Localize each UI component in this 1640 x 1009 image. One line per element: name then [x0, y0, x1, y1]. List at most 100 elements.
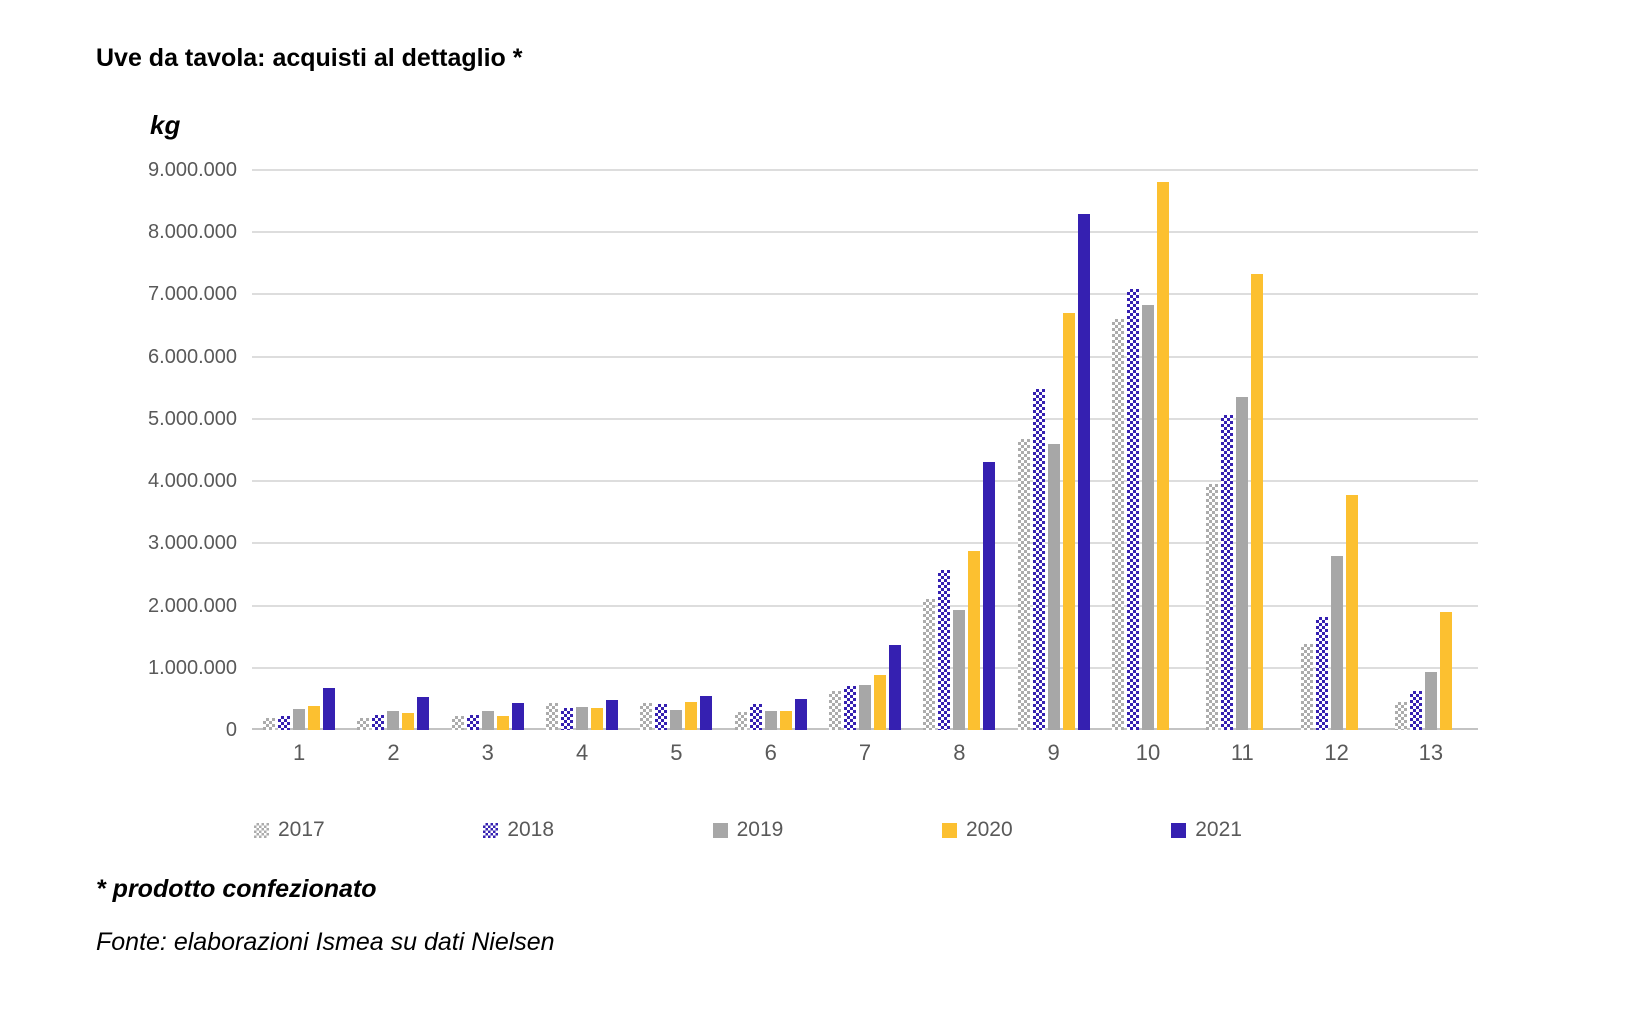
footnote-packaged-product: * prodotto confezionato: [96, 875, 377, 903]
bar-2020-period-4: [591, 708, 604, 730]
x-axis-label-3: 3: [481, 740, 494, 765]
bar-2018-period-4: [561, 708, 574, 730]
gridline: [252, 542, 1478, 544]
bar-2018-period-7: [844, 686, 857, 730]
bar-2017-period-2: [357, 718, 370, 730]
bar-2019-period-3: [481, 711, 494, 730]
bar-2017-period-3: [451, 716, 464, 730]
legend-item-2021: 2021: [1171, 818, 1242, 842]
bar-2017-period-6: [734, 712, 747, 730]
bar-2018-period-11: [1221, 415, 1234, 730]
bar-2018-period-5: [655, 704, 668, 730]
bar-2020-period-5: [685, 702, 698, 730]
y-axis: 0 1.000.000 2.000.000 3.000.000 4.000.000 5.0…: [0, 159, 237, 741]
bar-2020-period-3: [496, 716, 509, 730]
bar-2019-period-13: [1424, 672, 1437, 730]
legend-swatch-2018: [483, 822, 499, 838]
bar-group-9: [1007, 170, 1101, 730]
y-axis-tick-label: 4.000.000: [148, 470, 237, 492]
bar-2021-period-9: [1077, 214, 1090, 730]
bar-2018-period-12: [1315, 617, 1328, 730]
bar-2017-period-5: [640, 703, 653, 730]
legend-swatch-2020: [941, 822, 957, 838]
gridline: [252, 231, 1478, 233]
bar-2020-period-11: [1251, 274, 1264, 730]
x-axis-label-6: 6: [764, 740, 777, 765]
y-axis-tick-label: 2.000.000: [148, 595, 237, 617]
bar-2021-period-3: [511, 703, 524, 730]
bar-group-7: [818, 170, 912, 730]
bar-2020-period-8: [968, 551, 981, 730]
bar-2018-period-13: [1409, 691, 1422, 730]
bar-2020-period-13: [1439, 612, 1452, 730]
y-axis-tick-label: 5.000.000: [148, 408, 237, 430]
bar-2017-period-4: [546, 703, 559, 730]
bar-group-6: [724, 170, 818, 730]
bar-2020-period-7: [874, 675, 887, 730]
legend-item-2020: 2020: [941, 818, 1013, 842]
bar-2017-period-10: [1111, 319, 1124, 730]
bar-2017-period-9: [1017, 439, 1030, 730]
bar-2019-period-10: [1141, 305, 1154, 730]
y-axis-tick-label: 3.000.000: [148, 532, 237, 554]
legend-swatch-2017: [254, 822, 269, 838]
bar-2020-period-10: [1156, 182, 1169, 730]
legend-label-2018: 2018: [507, 818, 555, 841]
bar-group-8: [912, 170, 1006, 730]
bar-2019-period-5: [670, 710, 683, 730]
bar-2019-period-4: [576, 707, 589, 730]
gridline: [252, 667, 1478, 669]
x-axis-label-9: 9: [1047, 740, 1060, 765]
legend: 2017 2018 2019 2020 2021: [254, 818, 1242, 842]
bar-group-4: [535, 170, 629, 730]
bar-2021-period-6: [794, 699, 807, 730]
x-axis-label-2: 2: [387, 740, 400, 765]
bar-group-13: [1384, 170, 1478, 730]
bar-2019-period-11: [1236, 397, 1249, 730]
bar-group-11: [1195, 170, 1289, 730]
legend-label-2019: 2019: [736, 818, 784, 841]
y-axis-tick-label: 9.000.000: [148, 159, 237, 181]
bar-group-10: [1101, 170, 1195, 730]
x-axis-label-13: 13: [1418, 740, 1444, 765]
bar-2020-period-9: [1062, 313, 1075, 730]
x-axis-label-11: 11: [1230, 740, 1254, 765]
gridline: [252, 293, 1478, 295]
bar-2021-period-5: [700, 696, 713, 730]
legend-swatch-2021: [1171, 822, 1187, 838]
x-axis-label-1: 1: [293, 740, 306, 765]
y-axis-tick-label: 1.000.000: [148, 657, 237, 679]
bar-2019-period-7: [859, 685, 872, 730]
x-axis-label-7: 7: [858, 740, 872, 765]
legend-swatch-2019: [712, 822, 728, 838]
page-title: Uve da tavola: acquisti al dettaglio *: [96, 44, 523, 72]
bar-2020-period-1: [308, 706, 321, 730]
bar-2018-period-10: [1126, 289, 1139, 730]
x-axis-label-4: 4: [575, 740, 589, 765]
bar-2019-period-2: [387, 711, 400, 730]
bar-2019-period-6: [764, 711, 777, 730]
x-axis-label-10: 10: [1135, 740, 1161, 765]
bar-2017-period-8: [923, 599, 936, 730]
bar-2017-period-12: [1300, 644, 1313, 730]
bar-2021-period-7: [889, 645, 902, 730]
bar-2019-period-9: [1047, 444, 1060, 730]
y-axis-tick-label: 6.000.000: [148, 346, 237, 368]
gridline: [252, 480, 1478, 482]
x-axis-label-8: 8: [953, 740, 966, 765]
bar-2021-period-1: [323, 688, 336, 730]
bar-2018-period-6: [749, 704, 762, 730]
y-axis-unit-label: kg: [150, 110, 181, 140]
bar-2021-period-8: [983, 462, 996, 730]
bar-2019-period-1: [293, 709, 306, 730]
bar-2017-period-11: [1206, 484, 1219, 730]
bar-2017-period-13: [1394, 702, 1407, 730]
bar-group-12: [1289, 170, 1383, 730]
bar-group-1: [252, 170, 346, 730]
bar-2020-period-6: [779, 711, 792, 730]
legend-label-2021: 2021: [1195, 818, 1242, 841]
bar-2020-period-2: [402, 713, 415, 730]
bar-group-2: [346, 170, 440, 730]
bar-2017-period-1: [263, 718, 276, 730]
bar-2020-period-12: [1345, 495, 1358, 730]
